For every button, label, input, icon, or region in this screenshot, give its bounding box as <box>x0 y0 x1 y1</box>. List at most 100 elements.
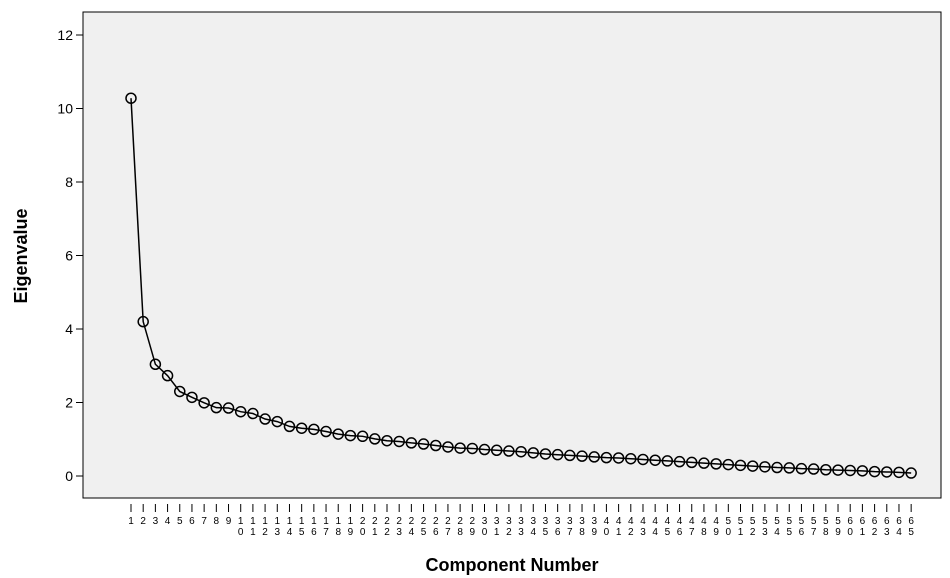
x-axis-title: Component Number <box>426 555 599 575</box>
data-point <box>685 456 698 469</box>
data-point <box>698 457 710 469</box>
data-point <box>478 443 491 456</box>
data-point <box>576 450 588 462</box>
data-point <box>539 448 552 460</box>
y-axis: 0 2 4 6 8 10 12 <box>57 27 83 484</box>
data-point <box>515 445 527 458</box>
y-tick-label: 12 <box>57 27 73 43</box>
data-point <box>868 465 881 478</box>
data-point <box>832 464 844 476</box>
data-point <box>710 458 722 470</box>
data-point <box>125 92 137 104</box>
data-point <box>369 433 381 445</box>
data-point <box>881 466 893 478</box>
x-axis: 1 2 3 4 5 6 7 8 9 1 01 11 21 31 41 51 61 71 81 92 02 12 22 32 42… <box>128 504 914 538</box>
y-tick-label: 10 <box>57 101 73 117</box>
data-point <box>356 430 369 443</box>
x-tick-label: 1 <box>128 516 134 527</box>
data-point <box>259 413 271 425</box>
data-point <box>234 405 247 418</box>
data-point <box>600 451 613 464</box>
data-point <box>393 435 405 448</box>
data-point <box>612 452 625 464</box>
data-point <box>381 434 393 447</box>
plot-background <box>82 11 942 499</box>
data-point <box>490 444 503 457</box>
data-point <box>637 453 649 466</box>
x-tick-label: 8 <box>214 516 220 527</box>
data-point <box>308 423 320 436</box>
data-point <box>551 448 564 461</box>
data-point <box>503 445 515 457</box>
data-point <box>588 451 600 463</box>
data-point <box>332 428 344 440</box>
data-point <box>137 315 149 328</box>
x-tick-label: 3 <box>153 516 159 527</box>
data-point <box>807 463 820 475</box>
data-point <box>673 455 686 468</box>
data-point <box>454 442 466 454</box>
y-tick-label: 0 <box>65 468 73 484</box>
x-tick-label: 5 <box>177 516 183 527</box>
data-point <box>649 454 661 466</box>
data-point <box>283 420 296 433</box>
data-points <box>125 92 917 479</box>
data-point <box>174 385 186 398</box>
data-point <box>771 461 783 474</box>
data-point <box>905 467 917 479</box>
data-point <box>247 407 259 420</box>
data-point <box>161 369 174 382</box>
data-point <box>856 465 869 477</box>
x-tick-label: 9 <box>226 516 232 527</box>
y-tick-label: 2 <box>65 395 73 411</box>
data-point <box>893 466 905 479</box>
data-point <box>417 438 430 450</box>
data-point <box>430 439 442 452</box>
data-point <box>759 461 771 473</box>
y-tick-label: 8 <box>65 174 73 190</box>
y-tick-label: 4 <box>65 321 73 337</box>
